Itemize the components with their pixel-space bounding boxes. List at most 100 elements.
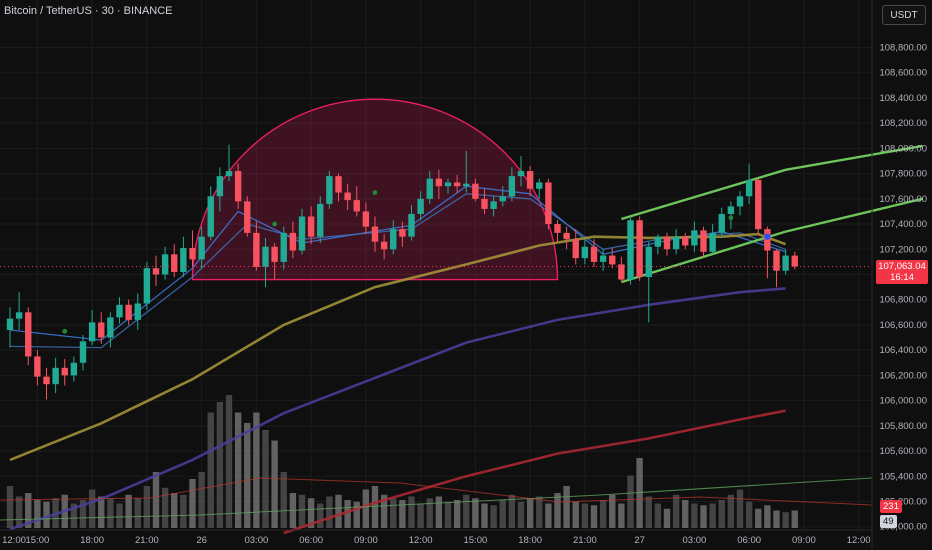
volume-bar: [70, 503, 78, 528]
time-tick-label: 15:00: [25, 535, 49, 546]
time-tick-label: 26: [196, 535, 207, 546]
volume-bar: [554, 493, 561, 528]
volume-bar: [34, 500, 41, 528]
price-tick-label: 105,000.00: [879, 522, 927, 533]
volume-bar: [125, 494, 132, 528]
volume-bar: [317, 503, 324, 528]
volume-bar: [25, 493, 32, 528]
volume-bar: [161, 487, 169, 528]
volume-bar: [98, 496, 105, 528]
volume-bar: [709, 503, 716, 528]
ema-line: [283, 409, 786, 535]
price-tick-label: 105,400.00: [879, 471, 927, 482]
volume-bar: [307, 498, 315, 528]
candle-body: [79, 341, 87, 363]
bar-countdown: 16:14: [890, 271, 914, 283]
candle-body: [298, 216, 306, 251]
candle-body: [253, 232, 260, 267]
candle-body: [143, 268, 151, 304]
volume-bar: [43, 501, 50, 528]
candle-body: [554, 224, 561, 233]
candle-body: [718, 213, 725, 233]
volume-bar: [262, 430, 269, 528]
last-price-badge: 107,063.04 16:14: [876, 259, 928, 284]
volume-bar: [362, 489, 370, 528]
price-tick-label: 106,200.00: [879, 370, 927, 381]
candle-body: [499, 196, 506, 202]
volume-bar: [335, 494, 342, 528]
volume-bar: [280, 472, 287, 528]
volume-bar: [682, 500, 689, 528]
volume-bar: [134, 498, 141, 528]
signal-dot: [62, 328, 68, 334]
candle-body: [152, 268, 160, 275]
currency-selector-button[interactable]: USDT: [882, 5, 926, 25]
volume-bar: [189, 479, 196, 528]
volume-bar: [380, 494, 388, 528]
volume-bar: [326, 496, 333, 528]
volume-bar: [444, 501, 452, 528]
volume-bar: [198, 472, 205, 528]
price-tick-label: 105,200.00: [879, 496, 927, 507]
candle-body: [645, 246, 652, 278]
candle-body: [417, 198, 424, 214]
volume-bar: [344, 500, 351, 528]
candle-body: [216, 176, 224, 197]
candle-body: [709, 232, 716, 252]
time-tick-label: 09:00: [354, 535, 378, 546]
candle-body: [663, 236, 671, 250]
price-tick-label: 106,800.00: [879, 295, 927, 306]
candle-body: [371, 226, 379, 242]
volume-bar: [271, 440, 278, 528]
volume-bar: [672, 494, 680, 528]
volume-bar: [408, 496, 415, 528]
candle-body: [326, 176, 333, 204]
volume-ma-line: [0, 477, 873, 506]
candle-body: [207, 196, 214, 237]
volume-bar: [599, 500, 607, 528]
volume-bar: [426, 498, 433, 528]
candle-body: [362, 211, 370, 227]
candle-body: [618, 264, 625, 280]
candle-body: [672, 236, 680, 250]
volume-bar: [517, 501, 525, 528]
candle-body: [6, 318, 14, 330]
candle-body: [180, 248, 187, 272]
volume-bar: [536, 496, 543, 528]
volume-bar: [581, 503, 589, 528]
candle-body: [307, 216, 315, 237]
price-tick-label: 106,000.00: [879, 396, 927, 407]
candle-body: [745, 179, 753, 197]
volume-bar: [764, 505, 771, 528]
candle-body: [34, 356, 41, 377]
time-tick-label: 18:00: [80, 535, 104, 546]
candle-body: [52, 367, 59, 385]
candle-body: [262, 246, 269, 267]
candle-body: [782, 255, 789, 271]
candle-body: [61, 367, 68, 376]
candle-body: [271, 246, 278, 262]
volume-bar: [590, 505, 598, 528]
candle-body: [88, 322, 96, 342]
volume-bar: [663, 508, 671, 528]
candle-body: [289, 232, 297, 251]
candle-body: [344, 192, 351, 201]
volume-bar: [700, 505, 707, 528]
volume-bar: [207, 412, 214, 528]
candle-body: [70, 362, 78, 376]
candle-body: [390, 229, 397, 250]
volume-bar: [718, 500, 725, 528]
candle-body: [453, 182, 461, 187]
volume-bar: [225, 395, 233, 528]
volume-ma-line: [0, 477, 873, 521]
time-tick-label: 06:00: [299, 535, 323, 546]
time-tick-label: 03:00: [244, 535, 268, 546]
price-tick-label: 108,400.00: [879, 93, 927, 104]
candle-body: [636, 220, 643, 278]
candle-body: [225, 171, 233, 177]
volume-bar: [88, 489, 96, 528]
channel-upper-line: [621, 144, 923, 221]
volume-bar: [618, 503, 625, 528]
price-tick-label: 108,000.00: [879, 143, 927, 154]
